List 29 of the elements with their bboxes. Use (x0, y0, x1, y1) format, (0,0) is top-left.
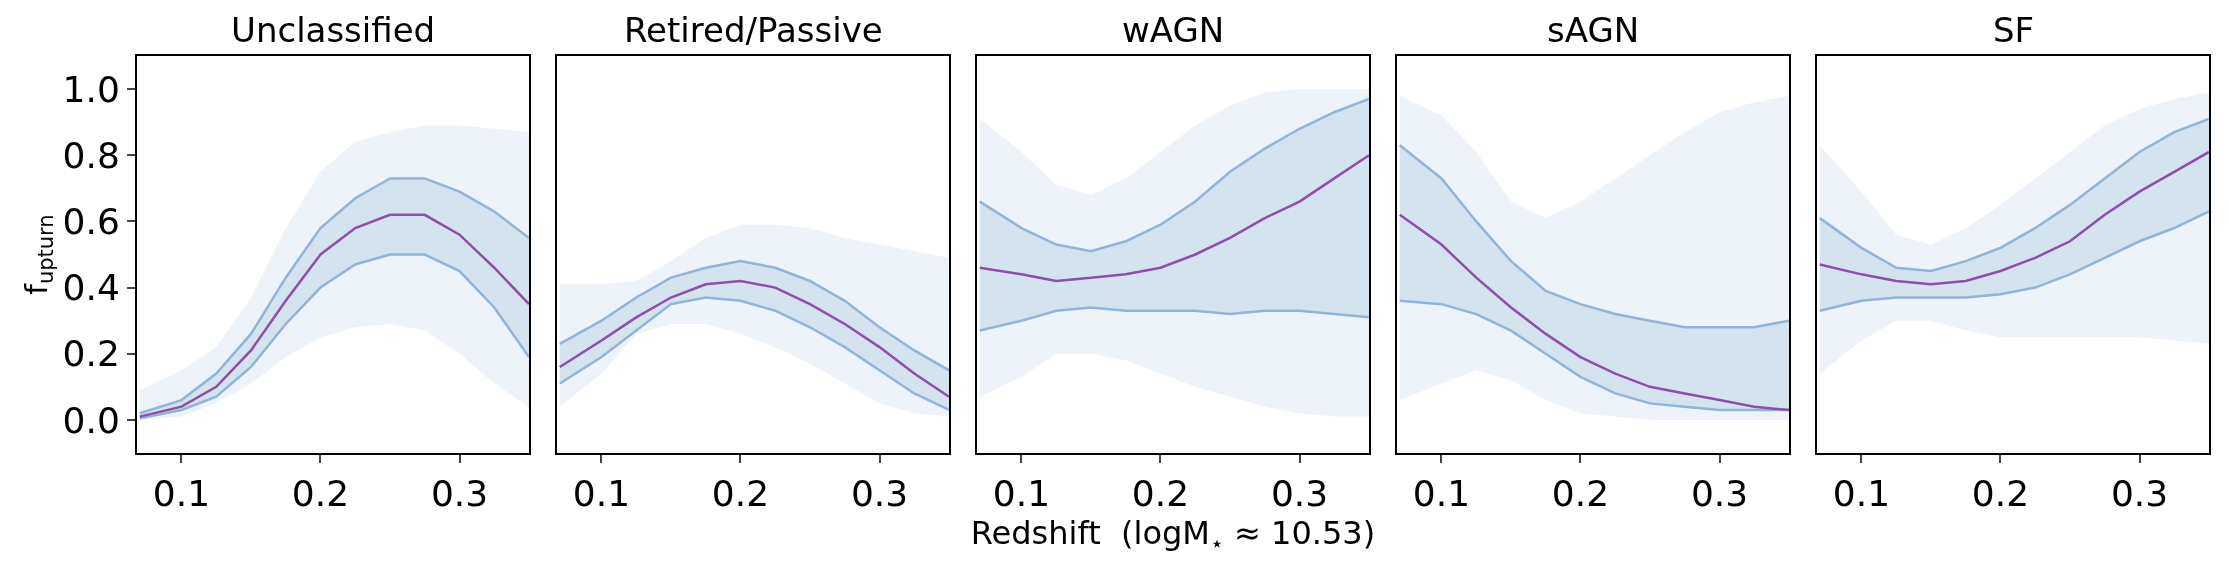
x-tick-label: 0.3 (1690, 473, 1749, 515)
chart-title: Retired/Passive (624, 10, 883, 50)
x-tick-label: 0.2 (1551, 473, 1610, 515)
chart-title: Unclassified (231, 10, 436, 50)
x-tick-label: 0.2 (291, 473, 350, 515)
x-tick-label: 0.1 (572, 473, 631, 515)
x-tick-label: 0.1 (992, 473, 1051, 515)
chart-title: SF (1993, 10, 2035, 50)
x-tick-label: 0.1 (1832, 473, 1891, 515)
y-tick-label: 0.2 (62, 333, 120, 375)
x-tick-label: 0.2 (711, 473, 770, 515)
x-tick-label: 0.2 (1971, 473, 2030, 515)
line-series (138, 253, 529, 420)
y-tick-label: 0.8 (62, 134, 120, 176)
chart-title: wAGN (1122, 10, 1225, 50)
x-tick-label: 0.3 (2110, 473, 2169, 515)
x-axis-title: Redshift (logM$_{⋆}$ ≈ 10.53) (970, 514, 1376, 556)
line-series (138, 213, 529, 418)
x-tick-label: 0.1 (1412, 473, 1471, 515)
y-tick-label: 0.4 (62, 267, 120, 309)
x-tick-label: 0.3 (1270, 473, 1329, 515)
x-tick-label: 0.1 (152, 473, 211, 515)
y-tick-label: 0.6 (62, 201, 120, 243)
x-tick-label: 0.3 (430, 473, 489, 515)
x-tick-label: 0.2 (1131, 473, 1190, 515)
y-tick-label: 0.0 (62, 399, 120, 441)
chart-title: sAGN (1547, 10, 1640, 50)
x-tick-label: 0.3 (850, 473, 909, 515)
y-tick-label: 1.0 (62, 68, 120, 110)
